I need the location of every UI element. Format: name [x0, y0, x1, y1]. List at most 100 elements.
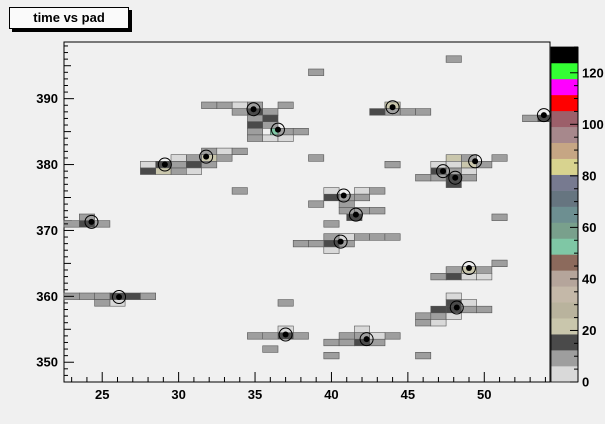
x-tick-label: 45 — [401, 387, 415, 402]
z-tick-label: 80 — [582, 168, 596, 183]
heatmap-cell — [247, 134, 263, 142]
heatmap-cell — [415, 319, 432, 327]
cluster-marker-dot — [274, 126, 281, 133]
cluster-marker-dot — [250, 106, 257, 113]
cluster-marker-dot — [88, 218, 95, 225]
cluster-marker-ring — [278, 327, 293, 342]
palette-swatch — [551, 78, 578, 96]
cluster-marker-dot — [453, 304, 460, 311]
palette-swatch — [551, 222, 578, 239]
z-tick-label: 20 — [582, 323, 596, 338]
z-tick-label: 120 — [582, 65, 604, 80]
heatmap-cell — [94, 292, 111, 300]
x-axis: 25 30 35 40 45 50 — [71, 372, 546, 402]
heatmap-cell — [262, 345, 279, 353]
heatmap-cell — [369, 108, 386, 116]
palette-swatch — [551, 238, 578, 255]
x-tick-label: 50 — [477, 387, 491, 402]
heatmap-cell — [415, 108, 432, 116]
z-tick-label: 60 — [582, 220, 596, 235]
y-axis: 350 360 370 380 390 — [36, 45, 74, 383]
heatmap-cell — [445, 266, 462, 274]
cluster-marker-ring — [199, 149, 214, 164]
heatmap-cell — [476, 161, 493, 169]
heatmap-cell — [461, 174, 477, 182]
heatmap-cell — [262, 332, 279, 340]
palette-swatch — [551, 254, 578, 271]
heatmap-cell — [445, 299, 462, 307]
x-tick-label: 35 — [248, 387, 262, 402]
palette-swatch — [551, 270, 578, 287]
heatmap-cell — [384, 332, 401, 340]
heatmap-cell — [247, 114, 263, 122]
heatmap-cell — [186, 167, 202, 175]
cluster-marker-ring — [385, 100, 400, 115]
heatmap-cell — [369, 233, 386, 241]
heatmap-cell — [170, 154, 187, 162]
heatmap-cell — [308, 68, 325, 76]
heatmap-cell — [430, 305, 447, 314]
heatmap-cell — [430, 319, 447, 327]
heatmap-cell — [231, 147, 248, 156]
y-tick-label: 390 — [36, 91, 58, 106]
cluster-marker-ring — [333, 234, 348, 249]
cluster-marker-ring — [112, 290, 127, 304]
palette-swatch — [551, 94, 578, 112]
z-tick-label: 0 — [582, 375, 589, 390]
cluster-marker-dot — [540, 112, 547, 119]
heatmap-cell — [277, 134, 294, 142]
palette-swatch — [551, 206, 578, 223]
cluster-marker-dot — [340, 192, 347, 199]
heatmap-cell — [94, 299, 111, 307]
palette-swatch — [551, 350, 578, 367]
palette-swatch — [551, 318, 578, 335]
heatmap-cell — [445, 55, 462, 63]
z-tick-label: 40 — [582, 271, 596, 286]
heatmap-cell — [216, 147, 233, 156]
heatmap-cell — [445, 161, 462, 169]
heatmap-cell — [491, 154, 508, 162]
y-tick-label: 350 — [36, 355, 58, 370]
heatmap-cell — [79, 292, 95, 300]
heatmap-cell — [445, 272, 462, 281]
heatmap-cell — [445, 154, 462, 162]
heatmap-cell — [277, 101, 294, 109]
heatmap-cell — [338, 338, 355, 347]
palette-swatch — [551, 142, 578, 159]
cluster-marker-ring — [336, 188, 351, 203]
cluster-marker-ring — [270, 122, 285, 137]
cluster-marker-dot — [282, 331, 289, 338]
heatmap-cell — [94, 220, 111, 228]
heatmap-cell — [354, 193, 370, 202]
heatmap-cell — [323, 240, 340, 248]
palette-swatch — [551, 366, 578, 383]
y-tick-label: 370 — [36, 223, 58, 238]
cluster-marker-ring — [348, 207, 363, 222]
heatmap-cell — [216, 154, 233, 162]
palette-swatch — [551, 62, 578, 80]
cluster-marker-ring — [359, 332, 374, 347]
heatmap-cell — [354, 233, 370, 241]
heatmap-cell — [308, 200, 325, 208]
cluster-marker-ring — [448, 170, 463, 185]
heatmap-cell — [415, 312, 432, 320]
heatmap-cell — [338, 207, 355, 215]
color-palette: 0 20 40 60 80 100 120 — [550, 46, 604, 390]
cluster-marker-ring — [246, 102, 261, 117]
y-tick-label: 360 — [36, 289, 58, 304]
heatmap-cell — [430, 312, 447, 320]
cluster-marker-dot — [161, 161, 168, 168]
heatmap-cell — [140, 292, 156, 300]
cluster-marker-ring — [536, 108, 551, 123]
cluster-marker-ring — [468, 154, 483, 169]
heatmap-cell — [262, 114, 279, 122]
heatmap-cell — [354, 187, 370, 195]
cluster-marker-ring — [84, 214, 99, 229]
heatmap-cell — [369, 332, 386, 340]
palette-swatch — [551, 302, 578, 319]
palette-swatch — [551, 190, 578, 207]
heatmap-cell — [338, 332, 355, 340]
heatmap-cell — [522, 114, 539, 122]
heatmap-cell — [308, 240, 325, 248]
